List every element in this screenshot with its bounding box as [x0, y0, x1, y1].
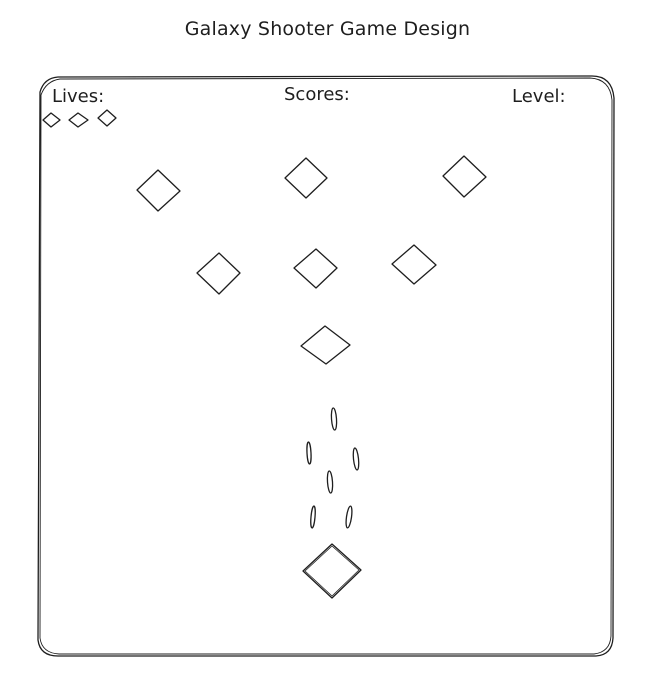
scores-label: Scores: — [284, 84, 350, 105]
enemy-ship — [284, 157, 328, 199]
page-title: Galaxy Shooter Game Design — [184, 18, 471, 40]
enemy-ship — [391, 244, 437, 285]
enemy-ship — [300, 325, 351, 365]
enemy-formation — [136, 155, 487, 365]
bullet — [330, 407, 338, 431]
bullet — [345, 505, 353, 529]
bullet-stream — [306, 407, 360, 529]
level-label: Level: — [512, 86, 566, 107]
lives-indicator — [42, 109, 117, 128]
enemy-ship — [196, 252, 241, 295]
enemy-ship — [293, 248, 338, 289]
bullet — [306, 441, 312, 465]
enemy-ship — [442, 155, 487, 198]
lives-label: Lives: — [52, 86, 105, 107]
player-ship[interactable] — [302, 543, 362, 599]
life-icon — [42, 112, 61, 128]
bullet — [352, 447, 360, 471]
life-icon — [68, 112, 89, 128]
game-frame — [37, 75, 615, 657]
bullet — [326, 470, 334, 494]
enemy-ship — [136, 169, 181, 212]
life-icon — [97, 109, 117, 127]
bullet — [310, 505, 316, 529]
